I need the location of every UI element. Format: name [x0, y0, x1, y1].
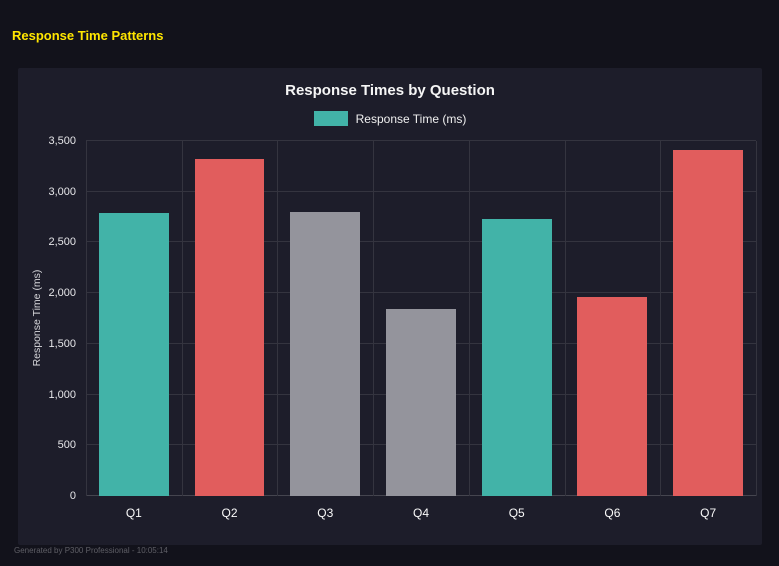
bar-q4: [386, 309, 456, 496]
y-tick-label: 0: [69, 490, 76, 502]
chart-legend[interactable]: Response Time (ms): [18, 111, 762, 126]
gridline-vertical: [181, 141, 183, 496]
y-tick-label: 1,500: [48, 337, 76, 350]
x-tick-label-q5: Q5: [508, 506, 525, 520]
gridline-horizontal: [86, 241, 756, 243]
x-tick-label-q1: Q1: [125, 506, 142, 520]
chart-panel: Response Times by Question Response Time…: [18, 68, 762, 545]
x-tick-label-q3: Q3: [317, 506, 334, 520]
gridline-vertical: [564, 141, 566, 496]
y-axis-ticks: 0 500 1,000 1,500 2,000 2,500 3,000 3,500: [18, 135, 76, 502]
gridline-horizontal: [86, 140, 756, 141]
bar-column-q6: [565, 141, 661, 496]
bar-column-q1: [86, 141, 182, 496]
legend-swatch: [313, 111, 348, 126]
footer-text: Generated by P300 Professional - 10:05:1…: [14, 546, 168, 555]
gridline-vertical: [756, 141, 757, 496]
gridline-horizontal: [86, 190, 756, 192]
bar-q3: [290, 212, 361, 496]
chart-title: Response Times by Question: [285, 82, 495, 99]
gridline-horizontal: [86, 292, 756, 294]
x-tick-label-q6: Q6: [604, 506, 621, 520]
y-tick-label: 500: [57, 439, 76, 452]
bar-q5: [481, 219, 552, 496]
gridline-vertical: [86, 141, 87, 496]
bar-column-q5: [469, 141, 565, 496]
bar-q6: [577, 297, 648, 496]
gridline-vertical: [277, 141, 279, 496]
bar-q1: [98, 213, 169, 496]
x-axis-labels: Q1 Q2 Q3 Q4 Q5 Q6 Q7: [86, 506, 756, 526]
bar-column-q2: [182, 141, 278, 496]
x-tick-label-q2: Q2: [221, 506, 238, 520]
page-title: Response Time Patterns: [12, 28, 164, 43]
bar-column-q3: [277, 141, 373, 496]
bar-q7: [673, 150, 744, 496]
gridline-vertical: [468, 141, 470, 496]
plot-area: [86, 140, 757, 496]
y-tick-label: 3,000: [48, 185, 76, 198]
gridline-vertical: [373, 141, 375, 496]
y-tick-label: 3,500: [48, 135, 76, 147]
y-tick-label: 1,000: [48, 388, 76, 401]
bar-column-q4: [373, 141, 469, 496]
legend-label: Response Time (ms): [355, 111, 467, 126]
bar-column-q7: [660, 141, 756, 496]
gridline-vertical: [660, 141, 662, 496]
x-tick-label-q4: Q4: [412, 506, 429, 520]
y-tick-label: 2,000: [48, 287, 76, 300]
x-tick-label-q7: Q7: [700, 506, 717, 520]
bar-q2: [194, 159, 265, 496]
y-tick-label: 2,500: [48, 236, 76, 249]
